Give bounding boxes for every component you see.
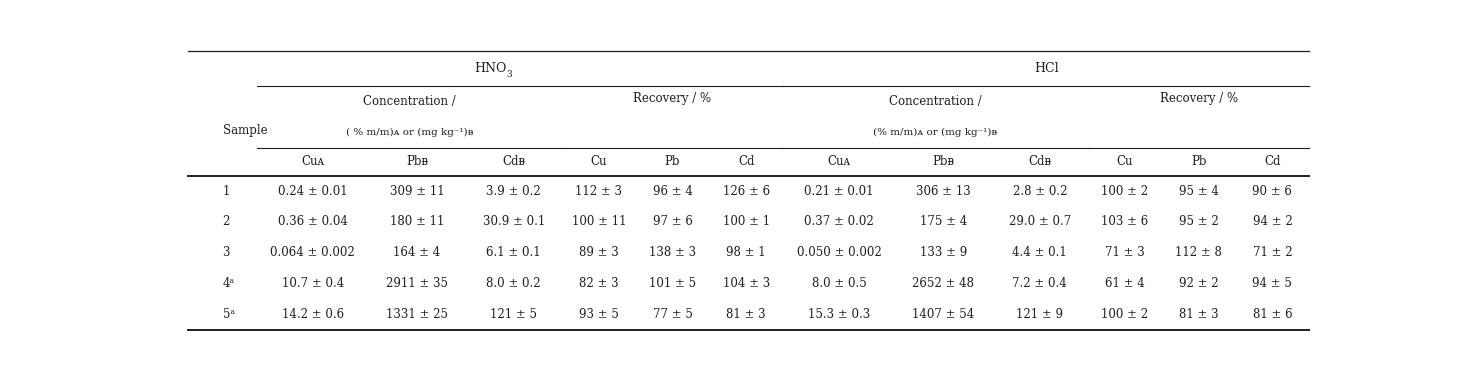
Text: 71 ± 3: 71 ± 3	[1105, 246, 1145, 259]
Text: 8.0 ± 0.5: 8.0 ± 0.5	[812, 277, 866, 290]
Text: 95 ± 4: 95 ± 4	[1179, 185, 1218, 198]
Text: 81 ± 6: 81 ± 6	[1252, 308, 1292, 321]
Text: 5ᵃ: 5ᵃ	[222, 308, 235, 321]
Text: 126 ± 6: 126 ± 6	[723, 185, 770, 198]
Text: 94 ± 2: 94 ± 2	[1252, 215, 1293, 228]
Text: Cu: Cu	[590, 155, 606, 168]
Text: 1: 1	[222, 185, 229, 198]
Text: 96 ± 4: 96 ± 4	[653, 185, 693, 198]
Text: 0.064 ± 0.002: 0.064 ± 0.002	[270, 246, 355, 259]
Text: 89 ± 3: 89 ± 3	[579, 246, 618, 259]
Text: 112 ± 8: 112 ± 8	[1175, 246, 1221, 259]
Text: Cuᴀ: Cuᴀ	[827, 155, 850, 168]
Text: 2: 2	[222, 215, 229, 228]
Text: 3: 3	[507, 70, 511, 79]
Text: 103 ± 6: 103 ± 6	[1102, 215, 1148, 228]
Text: 81 ± 3: 81 ± 3	[1179, 308, 1218, 321]
Text: 4.4 ± 0.1: 4.4 ± 0.1	[1012, 246, 1067, 259]
Text: 100 ± 2: 100 ± 2	[1102, 185, 1148, 198]
Text: (% m/m)ᴀ or (mg kg⁻¹)ᴃ: (% m/m)ᴀ or (mg kg⁻¹)ᴃ	[874, 127, 998, 137]
Text: 306 ± 13: 306 ± 13	[916, 185, 970, 198]
Text: 81 ± 3: 81 ± 3	[726, 308, 766, 321]
Text: 4ᵃ: 4ᵃ	[222, 277, 235, 290]
Text: HNO: HNO	[473, 62, 507, 75]
Text: 112 ± 3: 112 ± 3	[576, 185, 622, 198]
Text: Pbᴃ: Pbᴃ	[932, 155, 954, 168]
Text: 0.24 ± 0.01: 0.24 ± 0.01	[278, 185, 348, 198]
Text: 3.9 ± 0.2: 3.9 ± 0.2	[487, 185, 541, 198]
Text: Cd: Cd	[738, 155, 754, 168]
Text: 0.36 ± 0.04: 0.36 ± 0.04	[278, 215, 348, 228]
Text: 100 ± 11: 100 ± 11	[571, 215, 627, 228]
Text: 2911 ± 35: 2911 ± 35	[386, 277, 449, 290]
Text: Recovery / %: Recovery / %	[634, 92, 712, 105]
Text: Pb: Pb	[1191, 155, 1207, 168]
Text: 138 ± 3: 138 ± 3	[649, 246, 695, 259]
Text: 101 ± 5: 101 ± 5	[649, 277, 695, 290]
Text: 92 ± 2: 92 ± 2	[1179, 277, 1218, 290]
Text: Sample: Sample	[222, 124, 267, 137]
Text: 1407 ± 54: 1407 ± 54	[912, 308, 974, 321]
Text: Concentration /: Concentration /	[362, 95, 456, 108]
Text: 2652 ± 48: 2652 ± 48	[912, 277, 974, 290]
Text: 164 ± 4: 164 ± 4	[393, 246, 441, 259]
Text: 0.37 ± 0.02: 0.37 ± 0.02	[804, 215, 874, 228]
Text: 98 ± 1: 98 ± 1	[726, 246, 766, 259]
Text: 2.8 ± 0.2: 2.8 ± 0.2	[1012, 185, 1067, 198]
Text: 180 ± 11: 180 ± 11	[390, 215, 444, 228]
Text: 95 ± 2: 95 ± 2	[1179, 215, 1218, 228]
Text: 90 ± 6: 90 ± 6	[1252, 185, 1293, 198]
Text: 14.2 ± 0.6: 14.2 ± 0.6	[282, 308, 343, 321]
Text: ( % m/m)ᴀ or (mg kg⁻¹)ᴃ: ( % m/m)ᴀ or (mg kg⁻¹)ᴃ	[346, 127, 473, 137]
Text: 93 ± 5: 93 ± 5	[579, 308, 618, 321]
Text: 94 ± 5: 94 ± 5	[1252, 277, 1293, 290]
Text: 175 ± 4: 175 ± 4	[919, 215, 967, 228]
Text: 82 ± 3: 82 ± 3	[579, 277, 618, 290]
Text: 77 ± 5: 77 ± 5	[653, 308, 693, 321]
Text: Cu: Cu	[1116, 155, 1134, 168]
Text: 309 ± 11: 309 ± 11	[390, 185, 444, 198]
Text: 97 ± 6: 97 ± 6	[653, 215, 693, 228]
Text: 61 ± 4: 61 ± 4	[1105, 277, 1145, 290]
Text: Cd: Cd	[1264, 155, 1281, 168]
Text: 0.21 ± 0.01: 0.21 ± 0.01	[804, 185, 874, 198]
Text: 100 ± 2: 100 ± 2	[1102, 308, 1148, 321]
Text: Cdᴃ: Cdᴃ	[503, 155, 524, 168]
Text: 121 ± 9: 121 ± 9	[1017, 308, 1064, 321]
Text: 8.0 ± 0.2: 8.0 ± 0.2	[487, 277, 541, 290]
Text: 15.3 ± 0.3: 15.3 ± 0.3	[808, 308, 871, 321]
Text: 10.7 ± 0.4: 10.7 ± 0.4	[282, 277, 343, 290]
Text: 71 ± 2: 71 ± 2	[1252, 246, 1292, 259]
Text: 29.0 ± 0.7: 29.0 ± 0.7	[1008, 215, 1071, 228]
Text: 3: 3	[222, 246, 229, 259]
Text: Pbᴃ: Pbᴃ	[406, 155, 428, 168]
Text: Recovery / %: Recovery / %	[1160, 92, 1237, 105]
Text: 121 ± 5: 121 ± 5	[489, 308, 538, 321]
Text: 6.1 ± 0.1: 6.1 ± 0.1	[487, 246, 541, 259]
Text: 0.050 ± 0.002: 0.050 ± 0.002	[796, 246, 881, 259]
Text: Pb: Pb	[665, 155, 681, 168]
Text: 30.9 ± 0.1: 30.9 ± 0.1	[482, 215, 545, 228]
Text: 133 ± 9: 133 ± 9	[919, 246, 967, 259]
Text: Concentration /: Concentration /	[890, 95, 982, 108]
Text: 1331 ± 25: 1331 ± 25	[386, 308, 449, 321]
Text: 100 ± 1: 100 ± 1	[723, 215, 770, 228]
Text: HCl: HCl	[1034, 62, 1058, 75]
Text: Cdᴃ: Cdᴃ	[1029, 155, 1052, 168]
Text: Cuᴀ: Cuᴀ	[301, 155, 324, 168]
Text: 7.2 ± 0.4: 7.2 ± 0.4	[1012, 277, 1067, 290]
Text: 104 ± 3: 104 ± 3	[723, 277, 770, 290]
